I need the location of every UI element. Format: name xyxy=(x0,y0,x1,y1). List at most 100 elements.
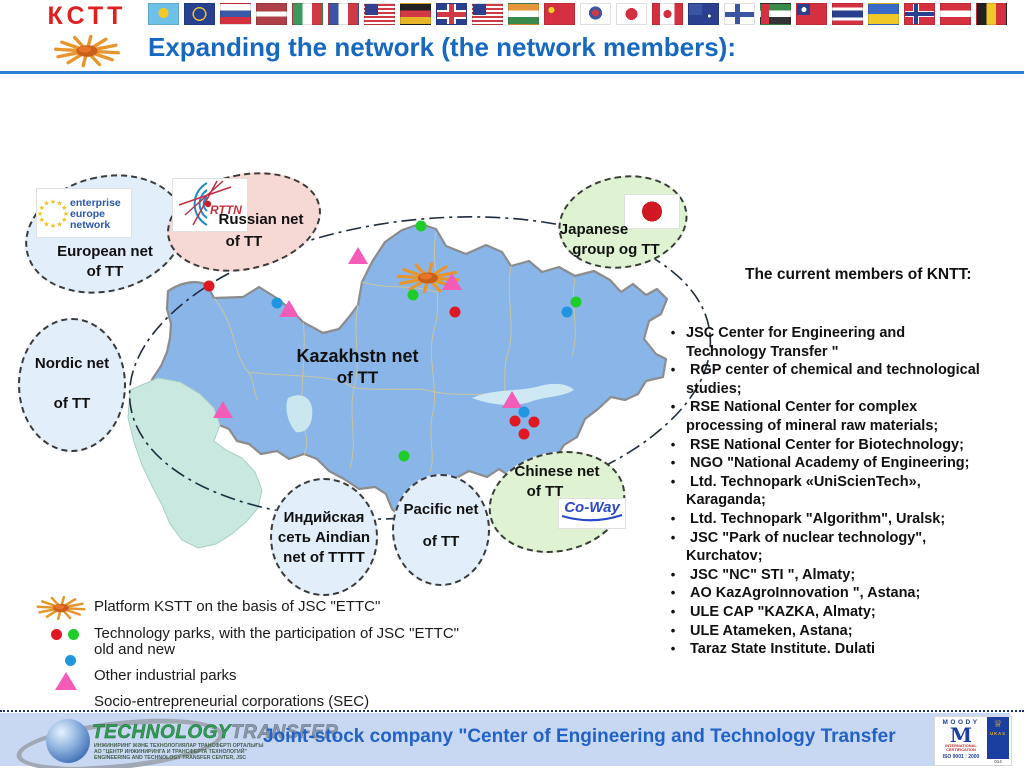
svg-text:★: ★ xyxy=(37,210,43,218)
thailand-flag-icon xyxy=(832,3,863,25)
member-item: • RSE National Center for Biotechnology; xyxy=(670,436,964,453)
svg-text:★: ★ xyxy=(39,216,45,224)
norway-flag-icon xyxy=(904,3,935,25)
oval-nordic-shape xyxy=(18,318,126,452)
oval-pacific-shape xyxy=(392,474,490,586)
oval-chinese-label: Chinese net xyxy=(514,463,600,480)
aral-sea xyxy=(286,395,313,433)
member-item: • Taraz State Institute. Dulati xyxy=(670,641,876,658)
oval-japanese-group: Japanese group og TT xyxy=(550,165,696,279)
germany-flag-icon xyxy=(400,3,431,25)
canada-flag-icon xyxy=(652,3,683,25)
kazakhstan-flag-icon xyxy=(148,3,179,25)
oval-pacific-net: Pacific net of TT xyxy=(392,474,490,586)
oval-indian-label: Индийская xyxy=(283,509,365,526)
svg-text:enterprise: enterprise xyxy=(70,197,121,209)
member-item: • ULE Atameken, Astana; xyxy=(670,622,853,639)
svg-text:★: ★ xyxy=(56,220,62,228)
technology-transfer-wordmark: TECHNOLOGYTRANSFER xyxy=(92,722,339,743)
wordmark-sublines: ИНЖИНИРИНГ ЖӘНЕ ТЕХНОЛОГИЯЛАР ТРАНСФЕРТІ… xyxy=(94,743,264,761)
legend-platform-label: Platform KSTT on the basis of JSC "ETTC" xyxy=(94,598,381,615)
svg-text:★: ★ xyxy=(50,222,56,230)
legend: Platform KSTT on the basis of JSC "ETTC"… xyxy=(22,592,552,714)
oval-pacific-label2: of TT xyxy=(422,533,460,550)
svg-text:★: ★ xyxy=(43,220,49,228)
member-item: • Ltd. Technopark "Algorithm", Uralsk; xyxy=(670,510,946,527)
italy-flag-icon xyxy=(292,3,323,25)
legend-parks-label2: old and new xyxy=(94,641,175,658)
france-flag-icon xyxy=(328,3,359,25)
legend-industrial-label: Other industrial parks xyxy=(94,667,237,684)
blue-dot-icon xyxy=(65,655,76,666)
rttn-logo: RTTN xyxy=(172,178,248,232)
belgium-flag-icon xyxy=(976,3,1007,25)
green-dot-icon xyxy=(68,629,79,640)
russia-flag-icon xyxy=(220,3,251,25)
svg-text:★: ★ xyxy=(50,198,56,206)
south-korea-flag-icon xyxy=(580,3,611,25)
oval-japanese-label: Japanese xyxy=(559,221,629,238)
footer-bar xyxy=(0,713,1010,766)
member-item: • ULE CAP "KAZKA, Almaty; xyxy=(670,603,876,620)
page-title: Expanding the network (the network membe… xyxy=(148,32,736,62)
legend-sec-label: Socio-entrepreneurial corporations (SEC) xyxy=(94,693,370,710)
members-list: • JSC Center for Engineering and Technolo… xyxy=(660,324,1018,659)
ukraine-flag-icon xyxy=(868,3,899,25)
japan-flag-icon xyxy=(616,3,647,25)
footer-divider xyxy=(0,710,1024,712)
svg-text:★: ★ xyxy=(61,204,67,212)
crown-icon: ♕ xyxy=(993,719,1003,730)
member-item: • JSC "Park of nuclear technology", Kurc… xyxy=(670,529,927,565)
svg-text:★: ★ xyxy=(61,216,67,224)
oval-european-label: European net xyxy=(57,243,153,260)
member-item: • JSC Center for Engineering and Technolo… xyxy=(670,325,906,360)
svg-text:★: ★ xyxy=(39,204,45,212)
india-flag-icon xyxy=(508,3,539,25)
japan-flag-icon xyxy=(624,194,680,229)
member-item: • JSC "NC" STI ", Almaty; xyxy=(670,566,856,583)
member-item: • NGO "National Academy of Engineering; xyxy=(670,455,970,472)
caspian-sea xyxy=(127,377,263,549)
platform-star-icon xyxy=(36,595,86,621)
china-flag-icon xyxy=(544,3,575,25)
australia-flag-icon xyxy=(688,3,719,25)
moody-certification-logo: MOODY M INTERNATIONAL CERTIFICATION ISO … xyxy=(934,716,1012,766)
footer-title: Joint-stock company "Center of Engineeri… xyxy=(263,726,896,747)
oval-indian-label2: сеть Aindian xyxy=(277,529,371,546)
malaysia-flag-icon xyxy=(472,3,503,25)
oval-indian-net: Индийская сеть Aindian net of TTTT xyxy=(270,478,378,596)
member-item: • Ltd. Technopark «UniScienTech», Karaga… xyxy=(670,473,921,509)
oval-nordic-net: Nordic net of TT xyxy=(18,318,126,452)
red-dot-icon xyxy=(51,629,62,640)
oval-chinese-net: Chinese net of TT Co-Way xyxy=(479,438,635,566)
oval-nordic-label2: of TT xyxy=(53,395,91,412)
uae-flag-icon xyxy=(760,3,791,25)
oval-european-net: enterprise europe network ★ ★ ★ ★ ★ ★ ★ ★ ★ ★ ★ ★ E… xyxy=(12,158,198,310)
flags-row xyxy=(148,3,1012,27)
svg-text:RTTN: RTTN xyxy=(210,203,242,217)
usa-flag-icon xyxy=(364,3,395,25)
uk-flag-icon xyxy=(436,3,467,25)
oval-russian-label: Russian net xyxy=(218,211,304,228)
latvia-flag-icon xyxy=(256,3,287,25)
oval-russian-net: RTTN Russian net of TT xyxy=(157,158,331,286)
lake-balkhash xyxy=(472,383,574,405)
taiwan-flag-icon xyxy=(796,3,827,25)
member-item: • RGP center of chemical and technologic… xyxy=(670,362,980,397)
svg-text:network: network xyxy=(70,219,110,231)
kazakhstan-net-label: Kazakhstn net of TT xyxy=(296,346,419,387)
oval-pacific-label: Pacific net xyxy=(403,501,479,518)
member-item: • AO KazAgroInnovation ", Astana; xyxy=(670,585,921,602)
legend-parks-label: Technology parks, with the participation… xyxy=(94,625,459,642)
finland-flag-icon xyxy=(724,3,755,25)
pink-triangle-icon xyxy=(55,672,77,690)
oval-nordic-label: Nordic net xyxy=(34,355,110,372)
austria-flag-icon xyxy=(940,3,971,25)
oval-chinese-label2: of TT xyxy=(526,483,564,500)
member-item: • RSE National Center for complex proces… xyxy=(670,399,939,434)
kctt-logo: КСТТ xyxy=(32,4,142,74)
header-divider xyxy=(0,71,1024,74)
svg-text:europe: europe xyxy=(70,208,105,220)
svg-text:★: ★ xyxy=(63,210,69,218)
